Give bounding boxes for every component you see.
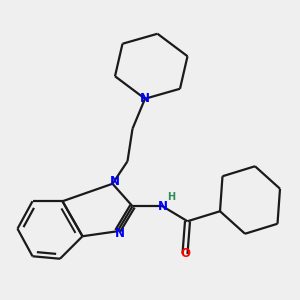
Text: H: H [167, 193, 175, 202]
Text: N: N [140, 92, 150, 105]
Text: N: N [115, 227, 125, 240]
Text: O: O [180, 247, 190, 260]
Text: N: N [110, 175, 120, 188]
Text: N: N [158, 200, 167, 213]
